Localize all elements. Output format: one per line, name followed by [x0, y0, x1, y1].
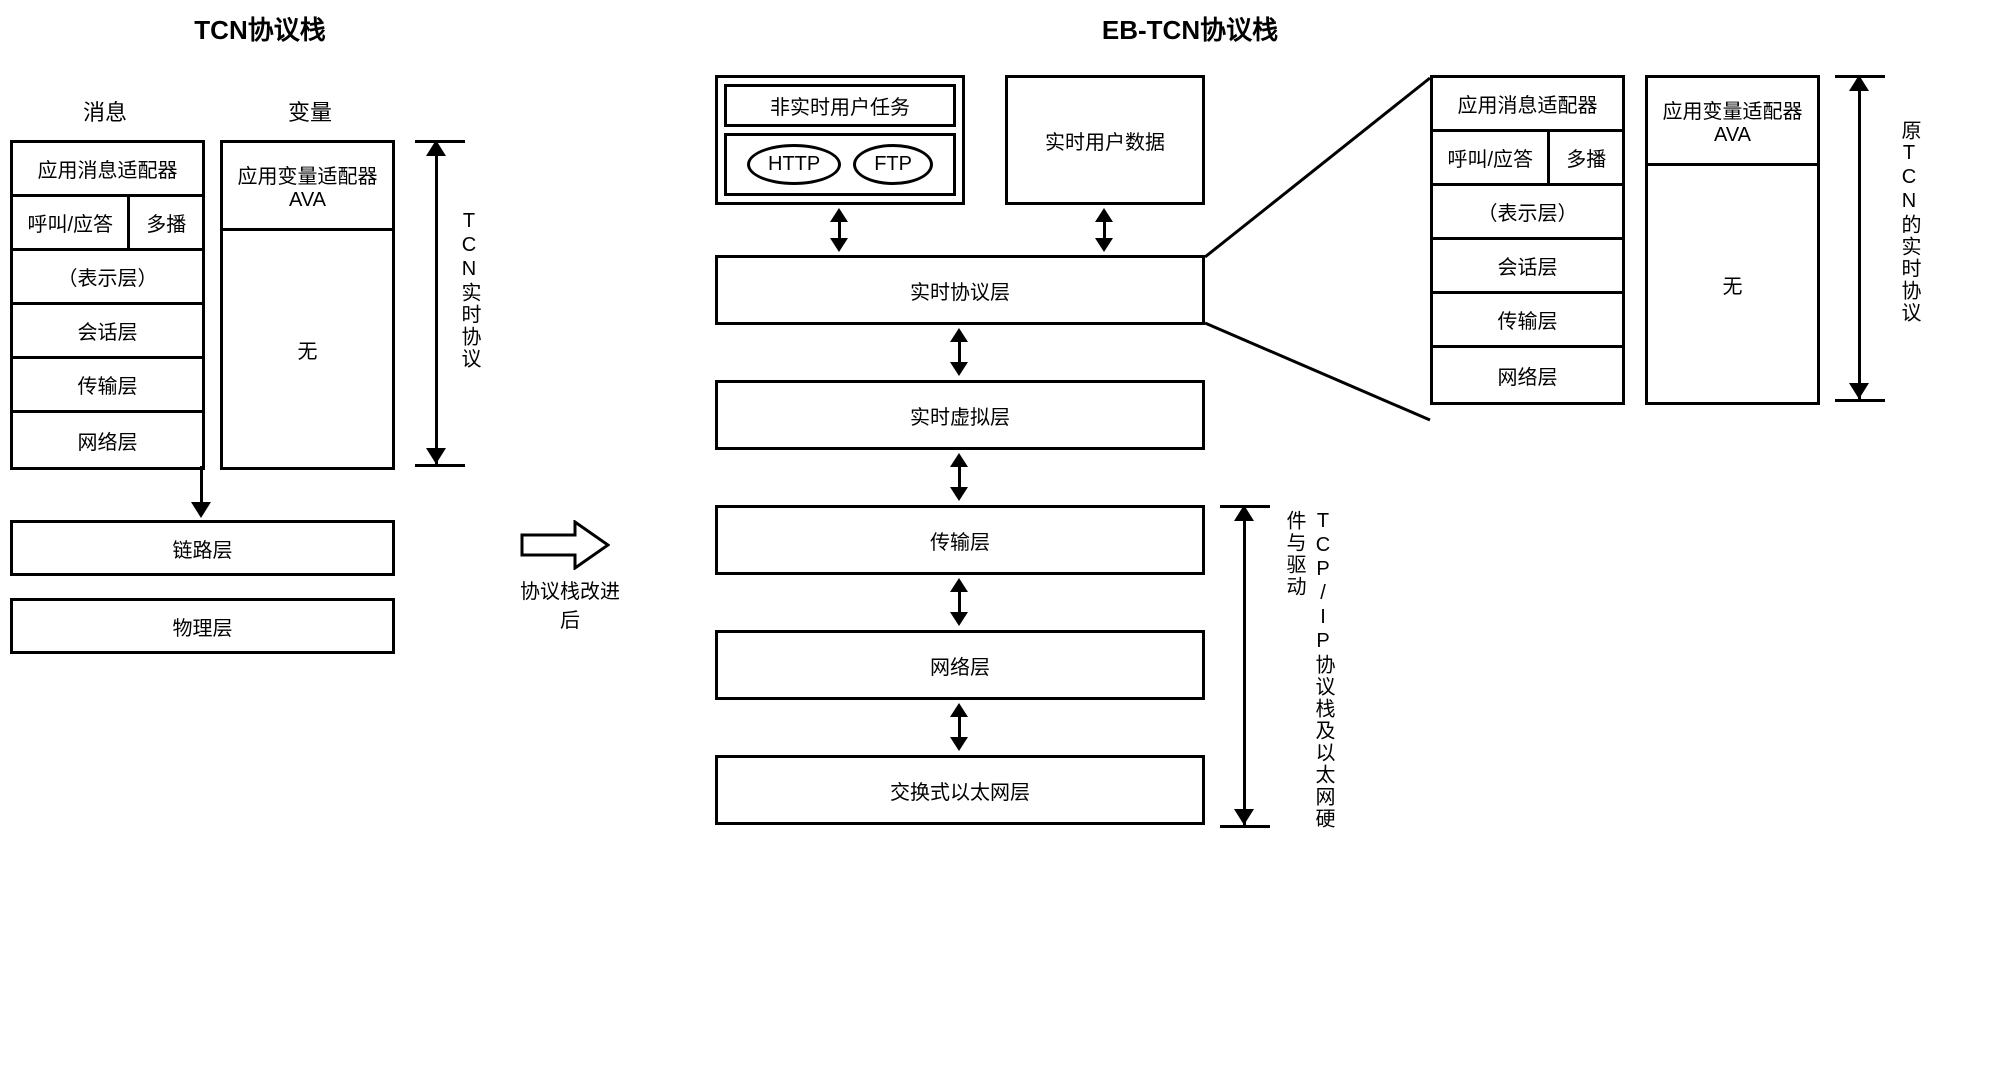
left-msg-r0: 应用消息适配器 [13, 143, 202, 197]
connector-lines [1205, 75, 1435, 425]
left-bracket-arrow-up [426, 140, 446, 156]
right-bracket-line [1858, 75, 1861, 399]
right-msg-r2: （表示层） [1433, 186, 1622, 240]
rt-user-box: 实时用户数据 [1005, 75, 1205, 205]
mid-bracket-label: TCP/IP协议栈及以太网硬件与驱动 [1280, 510, 1338, 830]
mid-bracket-arrow-down [1234, 809, 1254, 825]
left-phys-layer: 物理层 [10, 598, 395, 654]
ftp-pill: FTP [853, 144, 933, 185]
left-bracket-botcap [415, 464, 465, 467]
left-col-var-header: 变量 [260, 95, 360, 127]
left-bracket [435, 140, 447, 464]
right-bracket-arrow-down [1849, 383, 1869, 399]
rtp-box: 实时协议层 [715, 255, 1205, 325]
transition-label: 协议栈改进后 [520, 575, 620, 633]
right-bracket-arrow-up [1849, 75, 1869, 91]
left-var-mid: 无 [223, 231, 392, 467]
right-msg-r4: 传输层 [1433, 294, 1622, 348]
transition-arrow-icon [520, 520, 610, 570]
left-arrow-line [200, 466, 203, 506]
right-bracket-label: 原TCN的实时协议 [1895, 120, 1924, 324]
darrow-rt [1095, 208, 1113, 252]
right-msg-r3: 会话层 [1433, 240, 1622, 294]
left-msg-r2: （表示层） [13, 251, 202, 305]
left-col-msg-header: 消息 [55, 95, 155, 127]
mid-bracket-botcap [1220, 825, 1270, 828]
darrow-1 [950, 328, 968, 376]
right-msg-r1b: 多播 [1550, 132, 1622, 183]
rtv-box: 实时虚拟层 [715, 380, 1205, 450]
left-arrow-head [191, 502, 211, 518]
left-msg-r5: 网络层 [13, 413, 202, 467]
left-bracket-label: TCN实时协议 [455, 210, 484, 370]
left-var-top: 应用变量适配器AVA [223, 143, 392, 231]
left-msg-r1b: 多播 [130, 197, 202, 248]
title-left: TCN协议栈 [150, 10, 370, 47]
left-bracket-arrow-down [426, 448, 446, 464]
left-var-stack: 应用变量适配器AVA 无 [220, 140, 395, 470]
left-msg-r1a: 呼叫/应答 [13, 197, 130, 248]
darrow-2 [950, 453, 968, 501]
right-msg-r0: 应用消息适配器 [1433, 78, 1622, 132]
left-msg-stack: 应用消息适配器 呼叫/应答 多播 （表示层） 会话层 传输层 网络层 [10, 140, 205, 470]
right-msg-r1a: 呼叫/应答 [1433, 132, 1550, 183]
darrow-4 [950, 703, 968, 751]
mid-bracket-arrow-up [1234, 505, 1254, 521]
http-pill: HTTP [747, 144, 841, 185]
right-msg-r1: 呼叫/应答 多播 [1433, 132, 1622, 186]
left-msg-r3: 会话层 [13, 305, 202, 359]
right-msg-stack: 应用消息适配器 呼叫/应答 多播 （表示层） 会话层 传输层 网络层 [1430, 75, 1625, 405]
nonrt-title: 非实时用户任务 [724, 84, 956, 127]
right-var-top: 应用变量适配器AVA [1648, 78, 1817, 166]
mid-bracket-line [1243, 505, 1246, 825]
right-var-stack: 应用变量适配器AVA 无 [1645, 75, 1820, 405]
nonrt-box: 非实时用户任务 HTTP FTP [715, 75, 965, 205]
left-link-layer: 链路层 [10, 520, 395, 576]
right-msg-r5: 网络层 [1433, 348, 1622, 402]
trans-box: 传输层 [715, 505, 1205, 575]
left-msg-r1: 呼叫/应答 多播 [13, 197, 202, 251]
title-right: EB-TCN协议栈 [1060, 10, 1320, 47]
right-var-mid: 无 [1648, 166, 1817, 402]
darrow-nonrt [830, 208, 848, 252]
darrow-3 [950, 578, 968, 626]
eth-box: 交换式以太网层 [715, 755, 1205, 825]
net-box: 网络层 [715, 630, 1205, 700]
right-bracket-botcap [1835, 399, 1885, 402]
left-msg-r4: 传输层 [13, 359, 202, 413]
